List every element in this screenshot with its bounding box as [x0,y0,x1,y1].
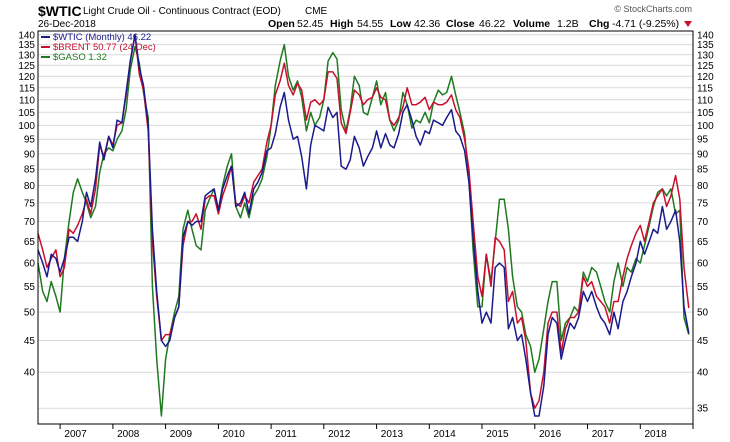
open-value: 52.45 [297,18,323,30]
y-tick-label-right: 130 [697,50,714,61]
y-tick-label-left: 130 [18,50,35,61]
open-label: Open [268,18,295,30]
y-tick-label-left: 85 [24,165,36,176]
y-tick-label-right: 60 [697,259,709,270]
x-tick-label: 2011 [275,429,297,440]
chg-label: Chg [589,18,609,30]
legend-label-gaso: $GASO 1.32 [53,52,107,63]
y-tick-label-right: 75 [697,198,709,209]
y-tick-label-right: 95 [697,135,709,146]
low-label: Low [390,18,412,30]
y-tick-label-left: 140 [18,30,35,41]
y-tick-label-left: 110 [19,95,35,106]
y-tick-label-left: 135 [18,40,35,51]
x-tick-label: 2012 [328,429,351,440]
y-tick-label-right: 135 [697,40,714,51]
y-tick-label-left: 100 [18,121,35,132]
y-tick-label-left: 45 [24,336,36,347]
y-tick-label-left: 80 [24,181,36,192]
y-tick-label-left: 65 [24,237,36,248]
y-tick-label-right: 45 [697,336,709,347]
y-tick-label-left: 55 [24,282,36,293]
ohlc-bar: Open 52.45 High 54.55 Low 42.36 Close 46… [268,18,692,30]
low-value: 42.36 [414,18,440,30]
chart-symbol: $WTIC [38,3,82,19]
x-tick-label: 2007 [64,429,87,440]
y-tick-label-right: 65 [697,237,709,248]
x-tick-label: 2015 [486,429,509,440]
y-tick-label-right: 120 [697,72,714,83]
down-triangle-icon [684,21,692,27]
y-tick-label-right: 115 [697,83,713,94]
high-value: 54.55 [357,18,383,30]
x-tick-label: 2010 [223,429,246,440]
chart-date: 26-Dec-2018 [38,19,96,30]
legend-label-wtic: $WTIC (Monthly) 46.22 [53,32,151,43]
y-tick-label-right: 140 [697,30,714,41]
y-tick-label-right: 110 [697,95,713,106]
y-tick-label-right: 105 [697,108,714,119]
watermark: © StockCharts.com [614,4,692,14]
high-label: High [330,18,353,30]
y-tick-label-left: 95 [24,135,36,146]
y-tick-label-right: 100 [697,121,714,132]
grid [38,34,693,409]
y-tick-label-right: 125 [697,61,714,72]
y-tick-label-right: 55 [697,282,709,293]
chg-value: -4.71 (-9.25%) [612,18,679,30]
x-tick-label: 2009 [170,429,193,440]
x-tick-label: 2018 [645,429,668,440]
x-tick-label: 2017 [592,429,615,440]
y-tick-label-left: 90 [24,149,36,160]
chart-description: Light Crude Oil - Continuous Contract (E… [83,6,281,17]
y-tick-label-right: 85 [697,165,709,176]
volume-label: Volume [513,18,550,30]
y-tick-label-right: 90 [697,149,709,160]
legend-label-brent: $BRENT 50.77 (24 Dec) [53,42,156,53]
y-tick-label-left: 50 [24,308,36,319]
y-tick-label-left: 75 [24,198,36,209]
legend: $WTIC (Monthly) 46.22 $BRENT 50.77 (24 D… [41,32,156,63]
chart-exchange: CME [305,6,328,17]
plot-frame [37,30,694,425]
x-tick-label: 2013 [381,429,404,440]
y-axis-right: 3540455055606570758085909510010511011512… [697,30,714,414]
x-axis: 2007 2008 2009 2010 2011 2012 2013 2014 2015 2016… [59,424,694,440]
x-tick-label: 2008 [117,429,140,440]
y-tick-label-left: 120 [18,72,35,83]
close-label: Close [446,18,475,30]
y-tick-label-right: 80 [697,181,709,192]
y-tick-label-left: 105 [18,108,35,119]
series-line-wtic [37,34,690,417]
close-value: 46.22 [479,18,505,30]
volume-value: 1.2B [557,18,579,30]
series-layer [37,34,690,417]
y-tick-label-right: 35 [697,404,709,415]
y-axis-left: 4045505560657075808590951001051101151201… [18,30,35,378]
series-line-gaso [37,43,690,417]
y-tick-label-left: 125 [18,61,35,72]
x-tick-label: 2016 [539,429,562,440]
y-tick-label-right: 70 [697,217,709,228]
y-tick-label-left: 115 [19,83,35,94]
y-tick-label-left: 60 [24,259,36,270]
y-tick-label-left: 40 [24,368,36,379]
y-tick-label-right: 40 [697,368,709,379]
x-tick-label: 2014 [434,429,457,440]
y-tick-label-left: 70 [24,217,36,228]
y-tick-label-right: 50 [697,308,709,319]
